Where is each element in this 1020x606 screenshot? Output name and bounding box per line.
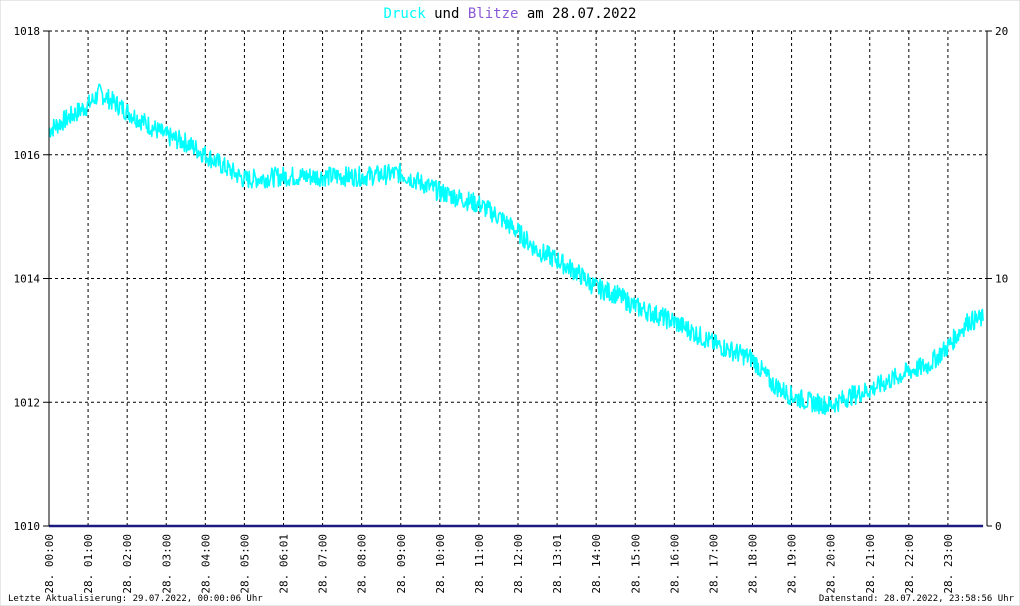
y-tick-label-left: 1016	[14, 149, 41, 162]
y-tick-label-right: 10	[995, 273, 1008, 286]
y-tick-label-left: 1014	[14, 273, 41, 286]
title-series-blitze: Blitze	[468, 6, 519, 22]
x-tick-label: 28. 08:00	[356, 534, 369, 594]
tick-labels: 1010 1012 1014 1016 1018 0 10 20 28. 00:00 28. 01…	[14, 25, 1009, 594]
x-tick-label: 28. 18:00	[747, 534, 760, 594]
x-tick-label: 28. 00:00	[43, 534, 56, 594]
x-tick-label: 28. 05:00	[238, 534, 251, 594]
title-series-druck: Druck	[384, 6, 427, 22]
x-tick-label: 28. 20:00	[825, 534, 838, 594]
x-tick-label: 28. 23:00	[942, 534, 955, 594]
x-tick-label: 28. 15:00	[629, 534, 642, 594]
x-tick-label: 28. 01:00	[82, 534, 95, 594]
title-und: und	[434, 6, 459, 22]
footer-data-status: Datenstand: 28.07.2022, 23:58:56 Uhr	[819, 594, 1015, 604]
x-tick-label: 28. 04:00	[199, 534, 212, 594]
y-tick-label-left: 1010	[14, 520, 41, 533]
x-tick-label: 28. 19:00	[786, 534, 799, 594]
axes	[43, 30, 992, 527]
x-tick-label: 28. 06:01	[278, 534, 291, 594]
x-tick-label: 28. 12:00	[512, 534, 525, 594]
x-tick-label: 28. 02:00	[121, 534, 134, 594]
y-tick-label-left: 1012	[14, 396, 41, 409]
x-tick-label: 28. 10:00	[434, 534, 447, 594]
y-tick-label-right: 0	[995, 520, 1002, 533]
x-tick-label: 28. 14:00	[590, 534, 603, 594]
x-tick-label: 28. 17:00	[707, 534, 720, 594]
chart-title: Druck und Blitze am 28.07.2022	[384, 6, 637, 22]
footer-last-update: Letzte Aktualisierung: 29.07.2022, 00:00…	[8, 594, 263, 604]
x-tick-label: 28. 11:00	[473, 534, 486, 594]
x-tick-label: 28. 03:00	[160, 534, 173, 594]
series-line-druck	[48, 83, 984, 416]
y-tick-label-right: 20	[995, 25, 1008, 38]
y-tick-label-left: 1018	[14, 25, 41, 38]
x-tick-label: 28. 13:01	[551, 534, 564, 594]
x-tick-label: 28. 21:00	[864, 534, 877, 594]
title-date: am 28.07.2022	[527, 6, 637, 22]
series-layer	[48, 83, 984, 528]
x-tick-label: 28. 09:00	[395, 534, 408, 594]
x-tick-label: 28. 16:00	[668, 534, 681, 594]
x-tick-label: 28. 22:00	[903, 534, 916, 594]
x-tick-label: 28. 07:00	[317, 534, 330, 594]
